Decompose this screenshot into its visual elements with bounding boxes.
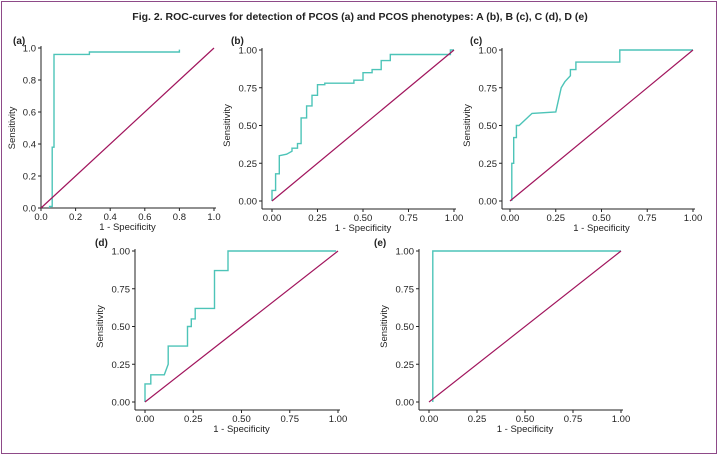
panel-4-y-tick-label: 0.25 [112,360,131,371]
panel-3-roc-curve [511,49,693,201]
panel-5-y-tick-label: 1.00 [396,247,415,258]
panel-2-x-tick-label: 1.00 [445,213,464,224]
panel-4-x-tick-label: 1.00 [329,414,348,425]
panel-2-reference-line [271,49,455,202]
panel-3-reference-line [509,49,694,202]
panel-2-x-tick-label: 0.25 [308,213,327,224]
panel-3-y-axis-title: Sensitivity [462,104,473,147]
panel-3-y-tick-label: 1.00 [479,46,498,57]
panel-4-y-tick-label: 0.50 [112,322,131,333]
panel-2-y-tick-label: 0.75 [239,83,258,94]
panel-5-y-tick-label: 0.75 [396,284,415,295]
panel-3-y-tick-label: 0.25 [479,159,498,170]
panel-5-y-tick-label: 0.00 [396,398,415,409]
panel-3-x-tick-label: 0.25 [547,213,566,224]
panel-4-x-axis-title: 1 - Specificity [213,424,270,435]
panel-1-x-tick-label: 0.6 [138,212,151,223]
panel-3-y-tick-label: 0.00 [479,197,498,208]
panel-3-x-tick-label: 0.00 [501,213,520,224]
panel-4-x-tick-label: 0.25 [184,414,203,425]
panel-2-x-tick-label: 0.00 [263,213,282,224]
panel-4-roc-curve [144,250,337,402]
panel-1-y-tick-label: 1.0 [23,44,36,55]
panel-1-x-tick-label: 0.4 [104,212,117,223]
panel-4-x-tick-label: 0.50 [232,414,251,425]
panel-4-x-tick-label: 0.00 [136,414,155,425]
panel-5-roc-curve [432,250,621,402]
panel-1-x-axis-title: 1 - Specificity [99,222,156,233]
panel-3-y-tick-label: 0.75 [479,83,498,94]
panel-2-roc-curve [271,49,454,201]
panel-4-label: (d) [95,238,108,249]
panel-1-x-tick-label: 0.0 [34,212,47,223]
panel-3-x-axis-title: 1 - Specificity [573,223,630,234]
panel-2-y-axis-title: Sensitivity [222,104,233,147]
panel-1-y-tick-label: 0.6 [23,108,36,119]
panel-1-reference-line [40,47,215,209]
panel-2-y-tick-label: 0.00 [239,197,258,208]
panel-1-roc-curve [48,49,181,208]
panel-4-y-tick-label: 1.00 [112,247,131,258]
panel-3-label: (c) [470,36,482,47]
panel-1-x-tick-label: 0.8 [173,212,186,223]
panel-3-x-tick-label: 0.50 [592,213,611,224]
panel-4-y-tick-label: 0.75 [112,284,131,295]
panel-4-y-axis-title: Sensitivity [95,305,106,348]
panel-4-y-tick-label: 0.00 [112,398,131,409]
panel-5-x-axis-title: 1 - Specificity [497,424,554,435]
panel-1-x-tick-label: 1.0 [207,212,220,223]
panel-2-y-tick-label: 0.25 [239,159,258,170]
panel-1-label: (a) [13,36,25,47]
panel-4-x-tick-label: 0.75 [281,414,300,425]
panel-1-y-tick-label: 0.4 [23,140,36,151]
panel-4-reference-line [144,250,339,403]
panel-2-x-tick-label: 0.75 [399,213,418,224]
panel-5-x-tick-label: 0.50 [516,414,535,425]
panel-3-x-tick-label: 1.00 [684,213,703,224]
panel-1-y-tick-label: 0.2 [23,172,36,183]
panel-5-label: (e) [374,238,386,249]
panel-1-y-axis-title: Sensitivity [7,106,18,149]
panel-5-x-tick-label: 0.25 [468,414,487,425]
panel-2-label: (b) [231,36,244,47]
panel-1-y-tick-label: 0.8 [23,76,36,87]
panel-2-y-tick-label: 0.50 [239,121,258,132]
panel-2-x-tick-label: 0.50 [354,213,373,224]
panel-1-y-tick-label: 0.0 [23,204,36,215]
panel-5-x-tick-label: 0.75 [564,414,583,425]
panel-5-y-axis-title: Sensitivity [379,305,390,348]
panel-5-y-tick-label: 0.25 [396,360,415,371]
panel-2-x-axis-title: 1 - Specificity [335,223,392,234]
figure-title: Fig. 2. ROC-curves for detection of PCOS… [132,11,588,23]
panel-3-x-tick-label: 0.75 [638,213,657,224]
panel-3-y-tick-label: 0.50 [479,121,498,132]
panel-5-reference-line [428,250,622,403]
panel-5-y-tick-label: 0.50 [396,322,415,333]
panel-5-x-tick-label: 1.00 [612,414,631,425]
panel-1-x-tick-label: 0.2 [69,212,82,223]
panel-2-y-tick-label: 1.00 [239,46,258,57]
panel-5-x-tick-label: 0.00 [420,414,439,425]
